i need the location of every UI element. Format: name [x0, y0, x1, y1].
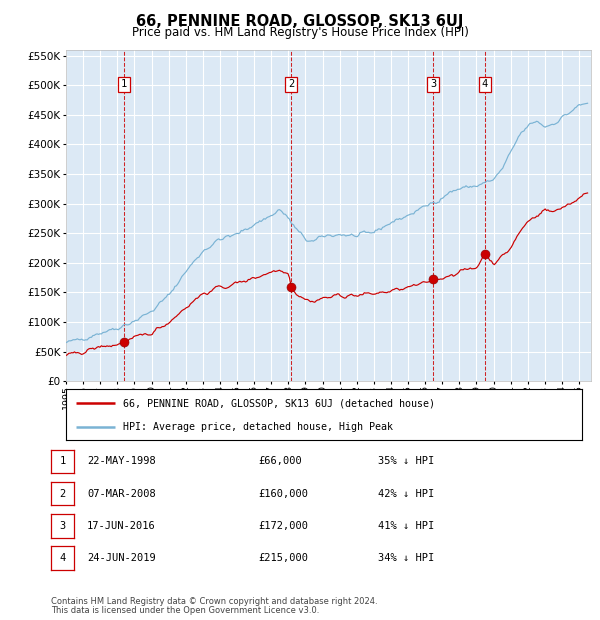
Text: 22-MAY-1998: 22-MAY-1998 [87, 456, 156, 466]
Text: 4: 4 [59, 553, 65, 563]
Text: £66,000: £66,000 [258, 456, 302, 466]
Text: 4: 4 [482, 79, 488, 89]
Text: HPI: Average price, detached house, High Peak: HPI: Average price, detached house, High… [123, 422, 393, 433]
Text: 34% ↓ HPI: 34% ↓ HPI [378, 553, 434, 563]
Text: £160,000: £160,000 [258, 489, 308, 498]
Text: £172,000: £172,000 [258, 521, 308, 531]
Text: 2: 2 [59, 489, 65, 498]
Text: Contains HM Land Registry data © Crown copyright and database right 2024.: Contains HM Land Registry data © Crown c… [51, 597, 377, 606]
Text: 66, PENNINE ROAD, GLOSSOP, SK13 6UJ (detached house): 66, PENNINE ROAD, GLOSSOP, SK13 6UJ (det… [123, 398, 435, 408]
Text: 35% ↓ HPI: 35% ↓ HPI [378, 456, 434, 466]
Text: 42% ↓ HPI: 42% ↓ HPI [378, 489, 434, 498]
Text: 66, PENNINE ROAD, GLOSSOP, SK13 6UJ: 66, PENNINE ROAD, GLOSSOP, SK13 6UJ [136, 14, 464, 29]
Text: 3: 3 [59, 521, 65, 531]
Text: 41% ↓ HPI: 41% ↓ HPI [378, 521, 434, 531]
Text: 3: 3 [430, 79, 436, 89]
Text: 17-JUN-2016: 17-JUN-2016 [87, 521, 156, 531]
Text: £215,000: £215,000 [258, 553, 308, 563]
Text: 1: 1 [59, 456, 65, 466]
Text: 24-JUN-2019: 24-JUN-2019 [87, 553, 156, 563]
Text: 07-MAR-2008: 07-MAR-2008 [87, 489, 156, 498]
Text: 1: 1 [121, 79, 127, 89]
Text: 2: 2 [288, 79, 295, 89]
Text: This data is licensed under the Open Government Licence v3.0.: This data is licensed under the Open Gov… [51, 606, 319, 615]
Text: Price paid vs. HM Land Registry's House Price Index (HPI): Price paid vs. HM Land Registry's House … [131, 26, 469, 39]
